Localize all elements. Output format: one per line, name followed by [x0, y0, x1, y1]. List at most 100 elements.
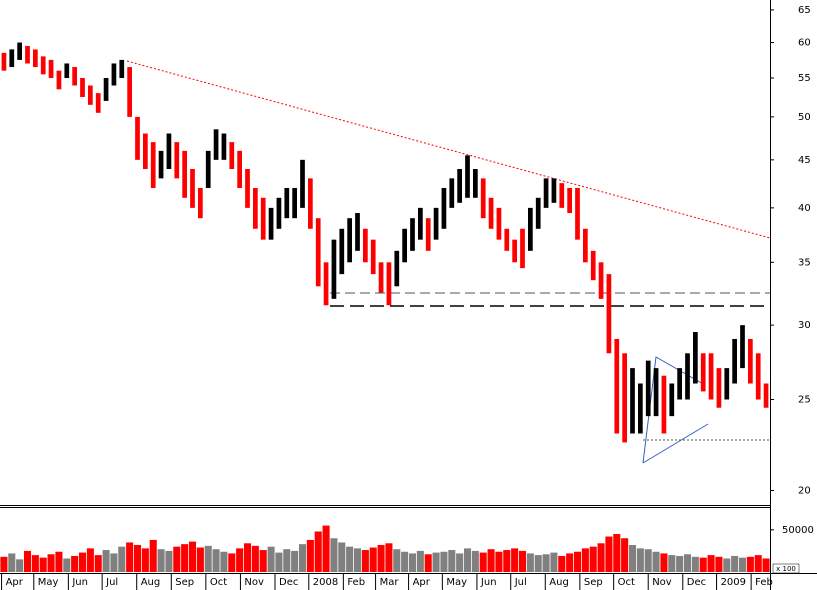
- volume-bar: [322, 525, 330, 572]
- volume-bar: [762, 558, 770, 572]
- price-bar: [315, 218, 321, 287]
- price-bar: [331, 239, 337, 299]
- price-bar: [543, 178, 549, 208]
- price-bar: [606, 274, 612, 354]
- price-bar: [512, 239, 517, 263]
- volume-bar: [346, 546, 354, 572]
- price-bar: [630, 368, 635, 434]
- price-bar: [622, 353, 627, 443]
- price-bar: [425, 218, 431, 251]
- volume-bar: [738, 557, 747, 572]
- price-bar: [418, 207, 423, 240]
- price-bar: [740, 325, 745, 369]
- y-tick-label: 25: [798, 394, 811, 405]
- volume-bar: [652, 551, 660, 572]
- price-bar: [17, 42, 22, 60]
- y-tick-label: 30: [798, 320, 811, 331]
- volume-bar: [746, 556, 754, 572]
- price-bar: [685, 353, 690, 400]
- volume-bar: [251, 545, 259, 572]
- x-tick-label: Feb: [755, 577, 773, 588]
- volume-bar: [440, 551, 448, 572]
- y-tick-label: 65: [798, 5, 811, 16]
- x-tick-label: Jun: [71, 577, 88, 588]
- volume-bar: [361, 550, 369, 572]
- volume-bar: [605, 536, 613, 572]
- y-tick-label: 45: [798, 155, 811, 166]
- volume-bar: [558, 555, 566, 572]
- price-bar: [457, 169, 462, 203]
- price-bar: [48, 59, 54, 79]
- price-bar: [260, 197, 266, 240]
- y-tick-label: 35: [798, 257, 811, 268]
- volume-bar: [86, 548, 94, 572]
- x-tick-label: 2008: [313, 577, 338, 588]
- volume-bar: [456, 553, 464, 572]
- volume-bar: [71, 555, 79, 572]
- x-tick-label: Nov: [652, 577, 672, 588]
- price-bar: [347, 218, 352, 263]
- volume-bar: [723, 558, 731, 572]
- price-bar: [158, 150, 164, 179]
- volume-unit: x 100: [776, 565, 796, 573]
- price-bar: [575, 187, 580, 240]
- price-bar: [614, 338, 620, 434]
- y-tick-label: 20: [798, 485, 811, 496]
- volume-bar: [306, 539, 314, 572]
- volume-bar: [573, 551, 582, 572]
- price-bar: [111, 63, 117, 86]
- price-bar: [150, 142, 156, 188]
- volume-bar: [393, 549, 401, 572]
- volume-bar: [259, 550, 267, 572]
- price-bar: [1, 52, 7, 71]
- price-bar: [465, 155, 470, 198]
- price-bar: [253, 187, 258, 229]
- price-bar: [590, 250, 596, 281]
- price-bar: [567, 187, 572, 213]
- x-tick-label: Apr: [6, 577, 24, 588]
- x-tick-label: Apr: [413, 577, 431, 588]
- price-bar: [693, 332, 698, 384]
- x-tick-label: Dec: [687, 577, 706, 588]
- volume-bar: [707, 555, 715, 572]
- volume-bar: [283, 549, 291, 572]
- volume-bar: [550, 552, 558, 572]
- price-bar: [300, 159, 305, 208]
- price-bar: [284, 187, 290, 219]
- y-tick-label: 60: [798, 38, 811, 49]
- volume-bar: [597, 543, 605, 572]
- x-tick-label: May: [446, 577, 467, 588]
- volume-bar: [157, 549, 165, 572]
- y-tick-label: 50000: [782, 525, 814, 536]
- volume-bar: [511, 548, 519, 572]
- price-bar: [535, 197, 541, 229]
- volume-bar: [298, 544, 307, 572]
- volume-bar: [181, 544, 189, 572]
- price-bar: [103, 78, 109, 101]
- price-bar: [716, 368, 722, 408]
- price-bar: [551, 178, 557, 203]
- volume-bar: [173, 546, 181, 572]
- volume-bar: [621, 538, 629, 572]
- price-bar: [339, 228, 345, 275]
- x-tick-label: Aug: [141, 577, 161, 588]
- price-bar: [394, 250, 400, 287]
- price-bar: [488, 197, 494, 229]
- volume-bar: [471, 550, 479, 572]
- price-bar: [583, 228, 588, 263]
- price-bar: [370, 239, 376, 275]
- volume-bar: [314, 531, 322, 572]
- volume-bar: [126, 542, 134, 572]
- price-bar: [323, 262, 329, 306]
- volume-bar: [47, 554, 55, 572]
- plot-area: 20 25 30 35 40 45 50 55 60 65 50000 x 100 Apr May Jun J…: [0, 5, 814, 590]
- price-bar: [669, 383, 675, 417]
- volume-bar: [204, 545, 212, 572]
- volume-bar: [668, 555, 676, 572]
- price-bar: [174, 142, 180, 179]
- price-bar: [661, 375, 667, 434]
- volume-bar: [369, 547, 377, 572]
- price-bar: [528, 207, 533, 251]
- price-bar: [135, 116, 140, 160]
